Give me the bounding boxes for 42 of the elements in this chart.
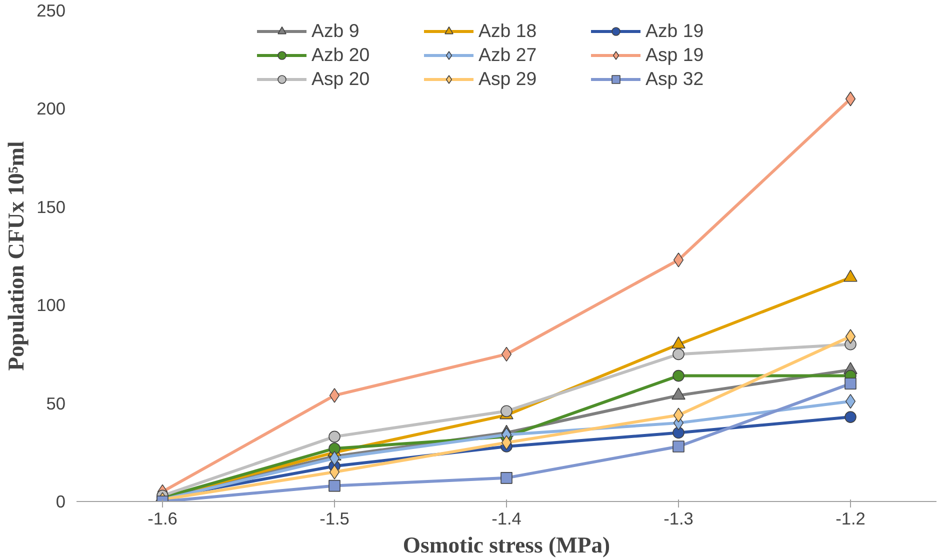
- y-tick-label: 50: [46, 393, 66, 414]
- point: [329, 450, 340, 466]
- x-tick-label: -1.2: [836, 508, 866, 528]
- point: [844, 378, 856, 390]
- point: [845, 329, 856, 344]
- x-tick-label: -1.3: [664, 508, 694, 528]
- point: [329, 464, 340, 480]
- y-tick-label: 0: [56, 492, 66, 512]
- point: [673, 408, 684, 422]
- point: [500, 472, 512, 484]
- x-tick-label: -1.5: [320, 508, 350, 528]
- point: [672, 370, 684, 382]
- y-tick-label: 250: [36, 0, 66, 20]
- point: [672, 440, 684, 452]
- point: [328, 480, 340, 492]
- legend-label: Azb 20: [312, 44, 371, 66]
- legend-label: Azb 9: [312, 20, 360, 42]
- x-tick-label: -1.4: [492, 508, 522, 528]
- y-tick-label: 150: [36, 196, 66, 217]
- legend-label: Asp 19: [646, 44, 705, 66]
- legend-label: Asp 29: [478, 68, 538, 90]
- point: [501, 346, 512, 362]
- x-axis-title: Osmotic stress (MPa): [402, 532, 610, 558]
- point: [329, 388, 340, 403]
- point: [672, 348, 684, 360]
- point: [673, 252, 684, 268]
- point: [501, 435, 512, 450]
- y-tick-label: 200: [36, 98, 66, 119]
- legend-label: Asp 32: [646, 68, 705, 90]
- point: [844, 411, 856, 423]
- legend-label: Azb 18: [478, 20, 538, 42]
- point: [328, 430, 340, 443]
- point: [328, 442, 340, 454]
- legend-label: Azb 27: [478, 44, 538, 66]
- legend-label: Azb 19: [646, 20, 705, 42]
- point: [672, 426, 684, 439]
- point: [845, 394, 856, 409]
- y-tick-label: 100: [36, 295, 66, 316]
- x-tick-label: -1.6: [148, 508, 178, 528]
- y-axis-title: Population CFUx 10⁵ml: [4, 141, 29, 371]
- legend-label: Asp 20: [312, 68, 371, 90]
- point: [845, 91, 856, 106]
